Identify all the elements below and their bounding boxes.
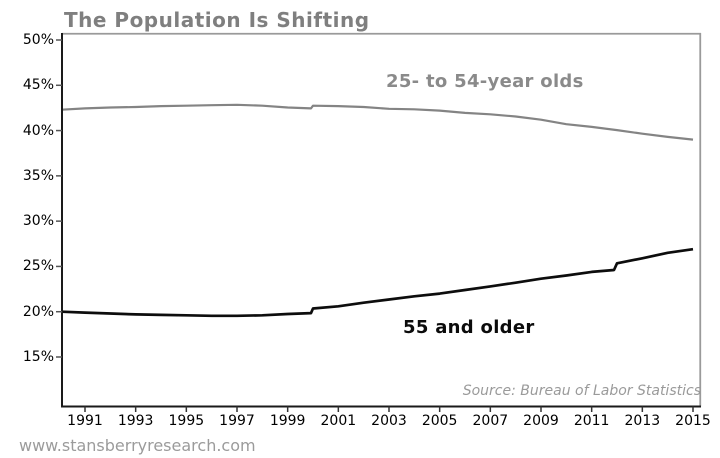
y-tick-label: 30% <box>22 213 54 230</box>
x-tick-label: 2011 <box>573 413 610 429</box>
x-tick-label: 1995 <box>168 413 205 429</box>
x-tick-label: 2009 <box>523 413 559 429</box>
website-url: www.stansberryresearch.com <box>19 436 256 455</box>
x-tick-label: 1999 <box>269 413 306 429</box>
y-tick-label: 40% <box>22 122 54 139</box>
y-tick-label: 35% <box>22 167 54 184</box>
x-tick-label: 2007 <box>472 413 509 429</box>
y-axis: 50% 45% 40% 35% 30% 25% 20% 15% <box>0 0 54 458</box>
x-tick-label: 1991 <box>67 413 103 429</box>
series-label-55-older: 55 and older <box>403 317 535 338</box>
series-line-1 <box>61 247 694 318</box>
y-tick-label: 25% <box>22 258 54 275</box>
x-tick-label: 2001 <box>320 413 357 429</box>
y-tick-label: 50% <box>22 32 54 48</box>
y-tick-label: 15% <box>22 348 54 365</box>
chart-title: The Population Is Shifting <box>64 8 370 32</box>
x-tick-label: 2003 <box>371 413 407 429</box>
series-label-25-54: 25- to 54-year olds <box>386 71 584 92</box>
x-axis: 1991 1993 1995 1997 1999 2001 2003 2005 2007 2009… <box>0 413 720 431</box>
y-tick-label: 20% <box>22 303 54 320</box>
x-tick-label: 1997 <box>219 413 255 429</box>
x-tick-label: 2013 <box>624 413 661 429</box>
x-tick-label: 1993 <box>117 413 154 429</box>
y-tick-label: 45% <box>22 77 54 94</box>
series-line-0 <box>61 103 694 141</box>
x-tick-label: 2005 <box>421 413 458 429</box>
source-attribution: Source: Bureau of Labor Statistics <box>462 383 701 399</box>
x-tick-label: 2015 <box>675 413 711 429</box>
